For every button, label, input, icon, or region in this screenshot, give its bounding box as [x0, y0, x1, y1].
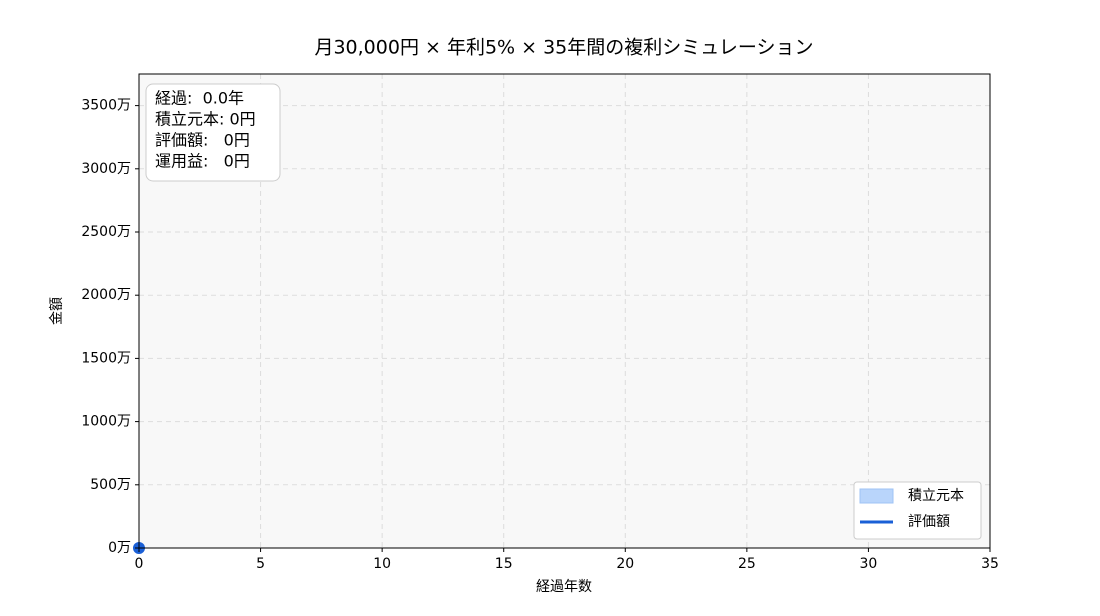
x-tick-label: 25: [738, 556, 756, 572]
x-tick-label: 10: [373, 556, 391, 572]
y-tick-label: 1000万: [81, 414, 131, 430]
y-tick-label: 2500万: [81, 224, 131, 240]
chart-title: 月30,000円 × 年利5% × 35年間の複利シミュレーション: [314, 37, 813, 59]
x-tick-label: 30: [860, 556, 878, 572]
annotation-line: 経過: 0.0年: [155, 89, 244, 108]
x-axis-label: 経過年数: [536, 579, 592, 595]
y-tick-label: 500万: [90, 477, 131, 493]
y-axis-label: 金額: [49, 297, 65, 325]
y-tick-label: 1500万: [81, 350, 131, 366]
y-tick-label: 3500万: [81, 98, 131, 114]
annotation-box: [145, 83, 281, 182]
annotation-line: 積立元本: 0円: [155, 110, 256, 129]
y-tick-label: 3000万: [81, 161, 131, 177]
plot-area: [139, 74, 990, 548]
annotation-line: 評価額: 0円: [155, 131, 250, 150]
y-tick-label: 2000万: [81, 287, 131, 303]
legend-label: 積立元本: [908, 488, 964, 504]
legend-swatch: [859, 488, 894, 504]
x-tick-label: 35: [981, 556, 999, 572]
x-tick-label: 20: [616, 556, 634, 572]
plot-frame: [138, 73, 991, 549]
x-tick-label: 0: [135, 556, 144, 572]
annotation-line: 運用益: 0円: [155, 152, 250, 171]
x-tick-label: 15: [495, 556, 513, 572]
x-tick-label: 5: [256, 556, 265, 572]
y-tick-label: 0万: [108, 540, 131, 556]
ticks: 0 5 10 15 20 25 30 35 0万 500万 1000万 1500万 2000万 2500万…: [81, 98, 999, 572]
legend-label: 評価額: [908, 514, 950, 530]
